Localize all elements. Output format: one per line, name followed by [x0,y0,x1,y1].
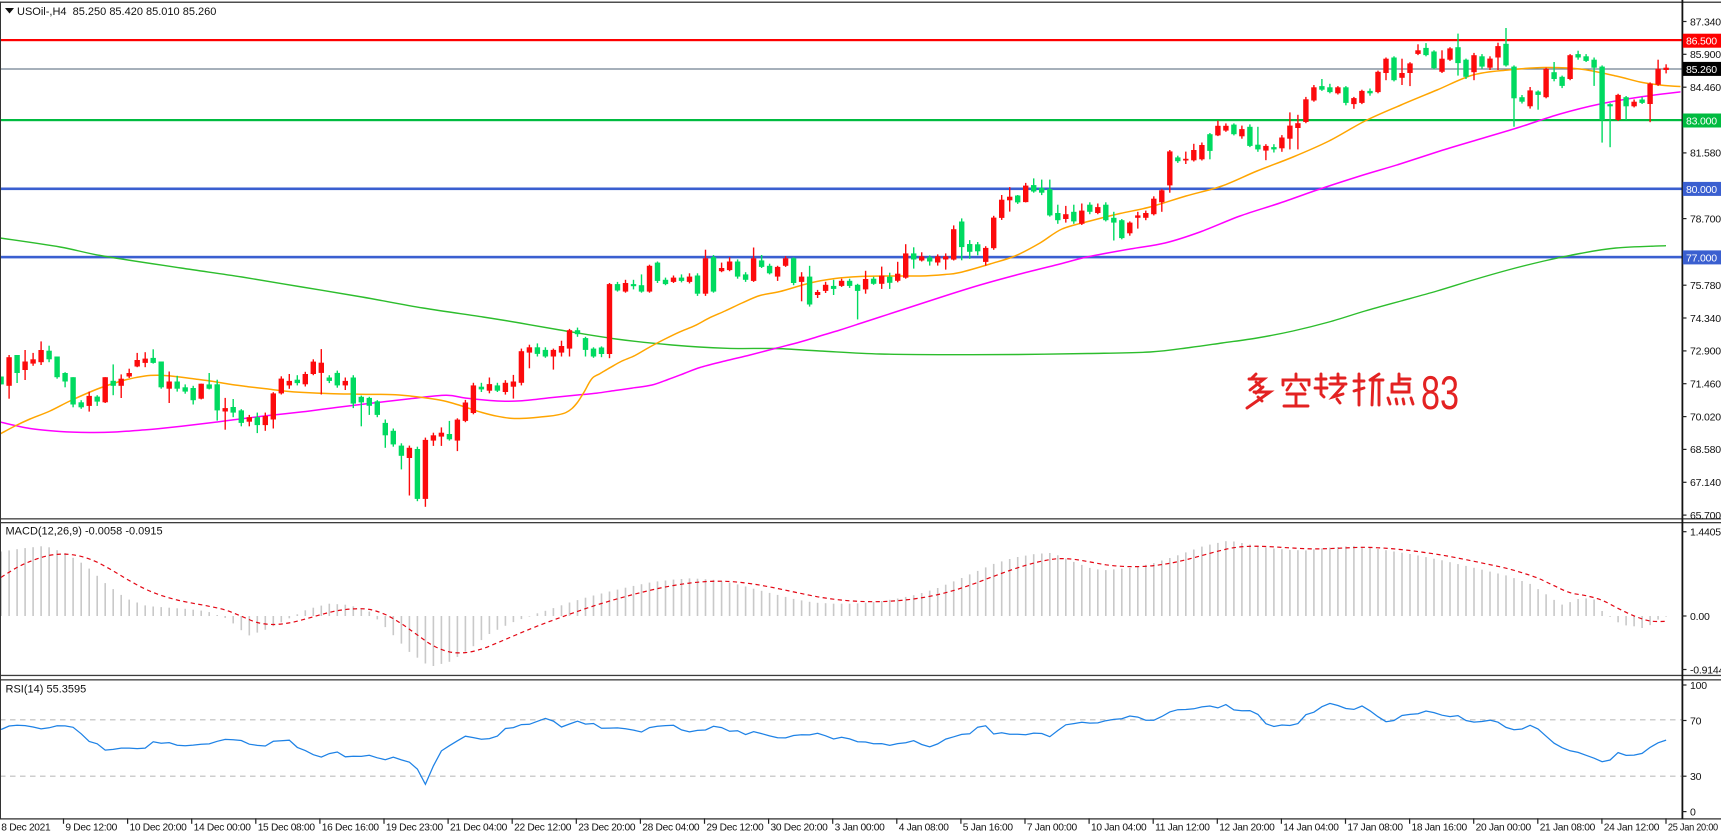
svg-text:29 Dec 12:00: 29 Dec 12:00 [706,823,764,834]
svg-text:30: 30 [1690,771,1702,783]
svg-text:1.4405: 1.4405 [1690,527,1721,539]
svg-text:15 Dec 08:00: 15 Dec 08:00 [258,823,316,834]
svg-text:9 Dec 12:00: 9 Dec 12:00 [65,823,117,834]
svg-text:21 Dec 04:00: 21 Dec 04:00 [450,823,508,834]
svg-text:85.900: 85.900 [1690,49,1721,61]
svg-text:20 Jan 00:00: 20 Jan 00:00 [1476,823,1532,834]
svg-text:14 Dec 00:00: 14 Dec 00:00 [194,823,252,834]
svg-text:0.00: 0.00 [1690,611,1710,623]
svg-text:30 Dec 20:00: 30 Dec 20:00 [771,823,829,834]
svg-text:10 Dec 20:00: 10 Dec 20:00 [130,823,188,834]
svg-text:70: 70 [1690,715,1702,727]
svg-text:MACD(12,26,9) -0.0058 -0.0915: MACD(12,26,9) -0.0058 -0.0915 [6,526,163,538]
svg-text:21 Jan 08:00: 21 Jan 08:00 [1540,823,1596,834]
svg-text:24 Jan 12:00: 24 Jan 12:00 [1604,823,1660,834]
svg-text:7 Jan 00:00: 7 Jan 00:00 [1027,823,1078,834]
svg-text:22 Dec 12:00: 22 Dec 12:00 [514,823,572,834]
svg-text:77.000: 77.000 [1686,252,1717,264]
svg-text:85.260: 85.260 [1686,64,1717,76]
svg-text:75.780: 75.780 [1690,280,1721,292]
svg-text:USOil-,H4 85.250 85.420 85.01: USOil-,H4 85.250 85.420 85.010 85.260 [17,6,216,18]
svg-text:17 Jan 08:00: 17 Jan 08:00 [1347,823,1403,834]
svg-text:5 Jan 16:00: 5 Jan 16:00 [963,823,1014,834]
svg-text:71.460: 71.460 [1690,379,1721,391]
svg-text:3 Jan 00:00: 3 Jan 00:00 [835,823,886,834]
svg-text:87.340: 87.340 [1690,16,1721,28]
svg-text:84.460: 84.460 [1690,82,1721,94]
svg-text:RSI(14) 55.3595: RSI(14) 55.3595 [6,684,87,696]
svg-text:11 Jan 12:00: 11 Jan 12:00 [1155,823,1210,834]
svg-text:68.580: 68.580 [1690,444,1721,456]
svg-text:14 Jan 04:00: 14 Jan 04:00 [1283,823,1339,834]
svg-text:12 Jan 20:00: 12 Jan 20:00 [1219,823,1275,834]
svg-text:8 Dec 2021: 8 Dec 2021 [1,823,51,834]
svg-text:25 Jan 20:00: 25 Jan 20:00 [1668,823,1719,834]
svg-text:18 Jan 16:00: 18 Jan 16:00 [1412,823,1468,834]
svg-text:65.700: 65.700 [1690,510,1721,522]
svg-text:23 Dec 20:00: 23 Dec 20:00 [578,823,636,834]
svg-text:100: 100 [1690,680,1707,692]
svg-text:10 Jan 04:00: 10 Jan 04:00 [1091,823,1147,834]
svg-text:81.580: 81.580 [1690,148,1721,160]
svg-text:83.000: 83.000 [1686,116,1717,128]
svg-text:28 Dec 04:00: 28 Dec 04:00 [642,823,700,834]
svg-text:72.900: 72.900 [1690,346,1721,358]
svg-text:19 Dec 23:00: 19 Dec 23:00 [386,823,444,834]
svg-text:16 Dec 16:00: 16 Dec 16:00 [322,823,380,834]
svg-text:74.340: 74.340 [1690,313,1721,325]
svg-text:0: 0 [1690,806,1696,818]
svg-text:4 Jan 08:00: 4 Jan 08:00 [899,823,950,834]
svg-text:70.020: 70.020 [1690,411,1721,423]
svg-text:-0.9144: -0.9144 [1690,664,1721,676]
svg-text:67.140: 67.140 [1690,477,1721,489]
svg-text:78.700: 78.700 [1690,213,1721,225]
svg-text:80.000: 80.000 [1686,184,1717,196]
svg-text:86.500: 86.500 [1686,36,1717,48]
svg-text:83: 83 [1421,366,1459,419]
